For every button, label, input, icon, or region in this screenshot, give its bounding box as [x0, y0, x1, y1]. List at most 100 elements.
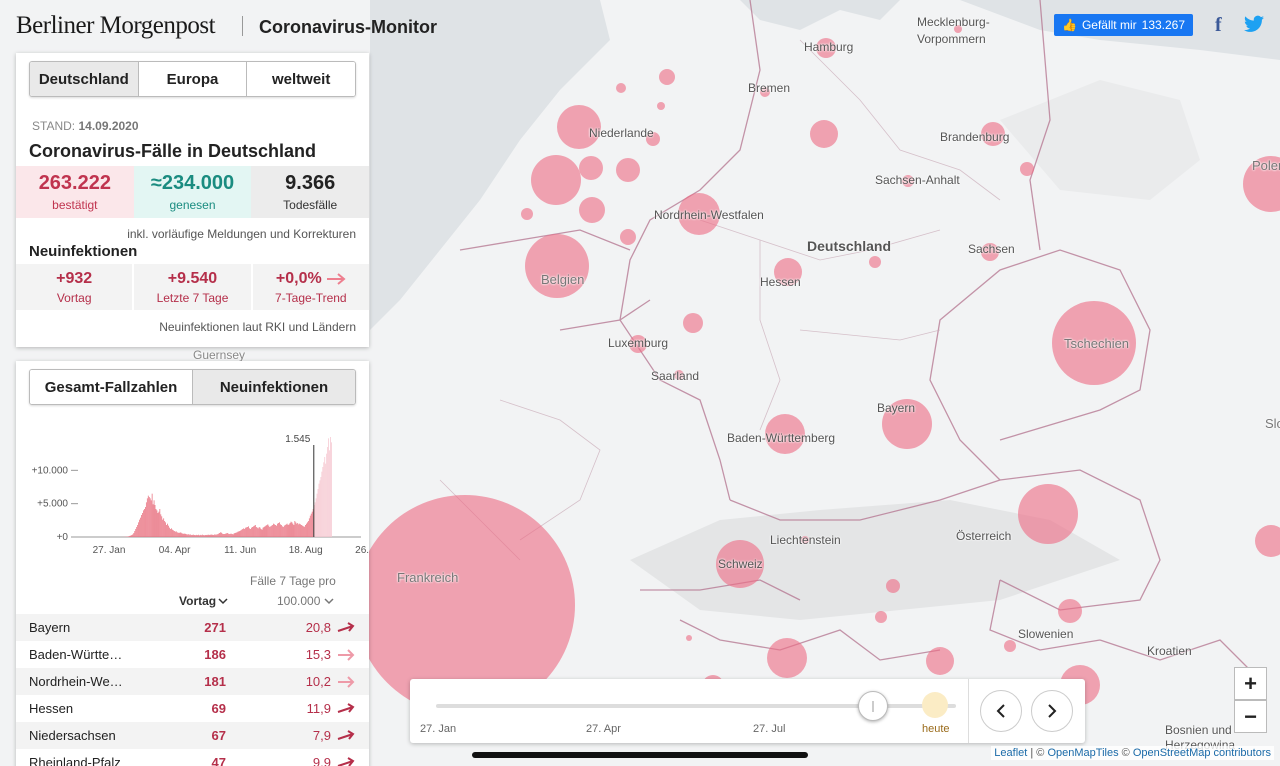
table-row[interactable]: Baden-Württe… 186 15,3: [16, 641, 369, 668]
state-vortag: 67: [211, 728, 226, 743]
case-bubble[interactable]: [882, 399, 932, 449]
timeline-prev-button[interactable]: [980, 690, 1022, 732]
case-bubble[interactable]: [801, 536, 809, 544]
case-bubble[interactable]: [981, 122, 1005, 146]
chart-bar: [152, 504, 154, 537]
case-bubble[interactable]: [531, 155, 581, 205]
chart-bar: [308, 518, 310, 537]
chart-bar: [190, 534, 192, 537]
tab-gesamt[interactable]: Gesamt-Fallzahlen: [30, 370, 192, 404]
chart-bar: [139, 519, 140, 537]
case-bubble[interactable]: [629, 335, 647, 353]
table-row[interactable]: Bayern 271 20,8: [16, 614, 369, 641]
chart-bar: [219, 533, 221, 537]
zoom-in-button[interactable]: +: [1234, 667, 1267, 700]
facebook-icon[interactable]: f: [1215, 14, 1222, 36]
case-bubble[interactable]: [886, 579, 900, 593]
vortag-header[interactable]: Vortag: [179, 594, 228, 608]
case-bubble[interactable]: [579, 156, 603, 180]
osm-link[interactable]: OpenStreetMap contributors: [1132, 747, 1271, 759]
table-row[interactable]: Niedersachsen 67 7,9: [16, 722, 369, 749]
case-bubble[interactable]: [954, 25, 962, 33]
attribution-sep: | ©: [1027, 747, 1048, 759]
case-bubble[interactable]: [683, 313, 703, 333]
chart-bar: [237, 531, 239, 537]
leaflet-link[interactable]: Leaflet: [994, 747, 1028, 759]
case-bubble[interactable]: [620, 229, 636, 245]
timeline-track[interactable]: [436, 704, 956, 708]
chart-bar: [130, 535, 132, 537]
chart-bar: [207, 534, 209, 537]
chart-bar: [278, 523, 279, 537]
new-infections-chart[interactable]: +0 +5.000 +10.000 27. Jan 04. Apr 11. Jun 18. …: [16, 431, 369, 561]
chart-bar: [154, 505, 156, 537]
case-bubble[interactable]: [875, 611, 887, 623]
case-bubble[interactable]: [579, 197, 605, 223]
case-bubble[interactable]: [1004, 640, 1016, 652]
chart-bar: [294, 521, 296, 537]
case-bubble[interactable]: [760, 87, 770, 97]
chart-bar: [223, 534, 224, 537]
chart-bar: [196, 534, 197, 537]
chart-bar: [324, 457, 326, 537]
case-bubble[interactable]: [765, 414, 805, 454]
case-bubble[interactable]: [1018, 484, 1078, 544]
chart-bar: [314, 502, 316, 537]
case-bubble[interactable]: [767, 638, 807, 678]
chart-bar: [157, 513, 159, 537]
case-bubble[interactable]: [557, 105, 601, 149]
case-bubble[interactable]: [674, 370, 684, 380]
case-bubble[interactable]: [1243, 156, 1280, 212]
tab-weltweit[interactable]: weltweit: [246, 62, 355, 96]
case-bubble[interactable]: [810, 120, 838, 148]
brand-logo[interactable]: Berliner Morgenpost: [16, 12, 216, 39]
summary-title: Coronavirus-Fälle in Deutschland: [29, 141, 317, 161]
case-bubble[interactable]: [981, 243, 999, 261]
chart-bar: [162, 519, 164, 537]
state-incidence: 9,9: [312, 755, 331, 766]
case-bubble[interactable]: [616, 83, 626, 93]
case-bubble[interactable]: [716, 540, 764, 588]
incidence-header-label: 100.000: [277, 594, 321, 608]
case-bubble[interactable]: [659, 69, 675, 85]
table-row[interactable]: Rheinland-Pfalz 47 9,9: [16, 749, 369, 766]
case-bubble[interactable]: [1052, 301, 1136, 385]
chart-bar: [189, 534, 191, 537]
facebook-like-button[interactable]: 👍 Gefällt mir 133.267: [1054, 14, 1194, 36]
case-bubble[interactable]: [1058, 599, 1082, 623]
chart-bar: [225, 533, 226, 537]
case-bubble[interactable]: [686, 635, 692, 641]
zoom-out-button[interactable]: −: [1234, 700, 1267, 733]
chart-bar: [144, 509, 145, 537]
tab-neuinfektionen[interactable]: Neuinfektionen: [192, 370, 355, 404]
timeline-handle[interactable]: [857, 691, 888, 721]
case-bubble[interactable]: [678, 193, 720, 235]
case-bubble[interactable]: [774, 258, 802, 286]
case-bubble[interactable]: [926, 647, 954, 675]
case-bubble[interactable]: [816, 38, 836, 58]
case-bubble[interactable]: [525, 234, 589, 298]
openmaptiles-link[interactable]: OpenMapTiles: [1047, 747, 1119, 759]
twitter-icon[interactable]: [1244, 15, 1264, 38]
table-row[interactable]: Nordrhein-We… 181 10,2: [16, 668, 369, 695]
chart-bar: [229, 533, 231, 537]
chart-bar: [160, 514, 162, 537]
timeline-next-button[interactable]: [1031, 690, 1073, 732]
case-bubble[interactable]: [1255, 525, 1280, 557]
case-bubble[interactable]: [902, 175, 914, 187]
tab-europa[interactable]: Europa: [137, 62, 247, 96]
case-bubble[interactable]: [869, 256, 881, 268]
case-bubble[interactable]: [657, 102, 665, 110]
arrow-right-icon: [338, 675, 355, 688]
chart-bar: [287, 525, 289, 537]
case-bubble[interactable]: [616, 158, 640, 182]
case-bubble[interactable]: [1020, 162, 1034, 176]
x-tick-label: 04. Apr: [159, 545, 191, 556]
table-row[interactable]: Hessen 69 11,9: [16, 695, 369, 722]
case-bubble[interactable]: [521, 208, 533, 220]
incidence-header[interactable]: 100.000: [277, 594, 334, 608]
tab-deutschland[interactable]: Deutschland: [30, 62, 138, 96]
case-bubble[interactable]: [646, 132, 660, 146]
chart-bar: [146, 498, 148, 537]
case-bubble[interactable]: [355, 495, 575, 715]
